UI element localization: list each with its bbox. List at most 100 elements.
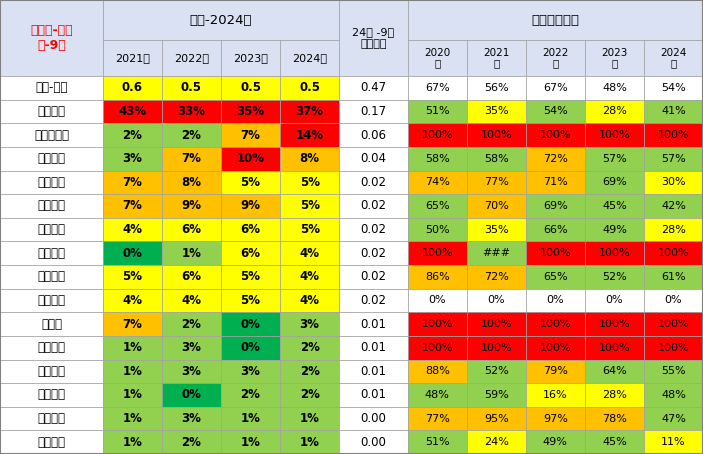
Bar	[0, 147, 103, 171]
Text: 6%: 6%	[181, 223, 202, 236]
Text: 8%: 8%	[181, 176, 202, 189]
Bar	[467, 218, 526, 242]
Text: 1%: 1%	[122, 389, 142, 401]
Bar	[103, 289, 162, 312]
Text: 100%: 100%	[421, 248, 453, 258]
Text: 1%: 1%	[240, 412, 261, 425]
Text: 2023
年: 2023 年	[601, 48, 628, 68]
Bar	[526, 336, 585, 360]
Bar	[0, 123, 103, 147]
Bar	[585, 147, 644, 171]
Bar	[526, 430, 585, 454]
Text: 8%: 8%	[299, 152, 320, 165]
Bar	[0, 289, 103, 312]
Bar	[339, 336, 408, 360]
Bar	[0, 194, 103, 218]
Bar	[162, 430, 221, 454]
Bar	[221, 265, 280, 289]
Text: 65%: 65%	[425, 201, 449, 211]
Bar	[0, 99, 103, 123]
Bar	[526, 76, 585, 99]
Bar	[221, 242, 280, 265]
Bar	[162, 312, 221, 336]
Text: 58%: 58%	[484, 154, 509, 164]
Text: 47%: 47%	[661, 414, 686, 424]
Bar	[162, 171, 221, 194]
Bar	[162, 407, 221, 430]
Bar	[526, 312, 585, 336]
Text: 48%: 48%	[425, 390, 450, 400]
Text: 0.00: 0.00	[361, 436, 387, 449]
Text: 100%: 100%	[658, 130, 689, 140]
Text: 1%: 1%	[122, 412, 142, 425]
Bar	[585, 265, 644, 289]
Bar	[339, 171, 408, 194]
Text: 2024年: 2024年	[292, 53, 327, 63]
Bar	[162, 383, 221, 407]
Bar	[280, 360, 339, 383]
Bar	[339, 242, 408, 265]
Text: 0.5: 0.5	[181, 81, 202, 94]
Text: 100%: 100%	[480, 343, 512, 353]
Text: 100%: 100%	[598, 130, 630, 140]
Bar	[221, 336, 280, 360]
Text: 5%: 5%	[122, 270, 143, 283]
Text: 100%: 100%	[598, 248, 630, 258]
Text: 48%: 48%	[602, 83, 627, 93]
Bar	[162, 99, 221, 123]
Text: 2%: 2%	[181, 317, 201, 331]
Bar	[221, 171, 280, 194]
Text: 59%: 59%	[484, 390, 509, 400]
Text: 2%: 2%	[299, 365, 320, 378]
Text: 50%: 50%	[425, 225, 449, 235]
Text: 2024
年: 2024 年	[660, 48, 687, 68]
Text: 2020
年: 2020 年	[424, 48, 451, 68]
Text: 24年 -9月
交强险量: 24年 -9月 交强险量	[352, 27, 394, 49]
Bar	[585, 194, 644, 218]
Text: 66%: 66%	[543, 225, 567, 235]
Text: 5%: 5%	[299, 223, 320, 236]
Text: 100%: 100%	[421, 343, 453, 353]
Text: 7%: 7%	[181, 152, 201, 165]
Bar	[644, 171, 703, 194]
Text: 100%: 100%	[658, 343, 689, 353]
Bar	[339, 76, 408, 99]
Text: 95%: 95%	[484, 414, 509, 424]
Bar	[162, 265, 221, 289]
Text: 保险-万台: 保险-万台	[35, 81, 67, 94]
Bar	[280, 40, 339, 76]
Bar	[0, 336, 103, 360]
Text: 16%: 16%	[543, 390, 567, 400]
Bar	[467, 171, 526, 194]
Text: 0.00: 0.00	[361, 412, 387, 425]
Text: 6%: 6%	[240, 247, 261, 260]
Text: 0.02: 0.02	[361, 247, 387, 260]
Bar	[585, 336, 644, 360]
Text: 100%: 100%	[539, 248, 571, 258]
Bar	[408, 383, 467, 407]
Text: 3%: 3%	[181, 341, 201, 354]
Bar	[339, 265, 408, 289]
Text: 11%: 11%	[661, 437, 686, 447]
Bar	[644, 242, 703, 265]
Bar	[644, 194, 703, 218]
Text: 0.01: 0.01	[361, 389, 387, 401]
Bar	[585, 242, 644, 265]
Text: 5%: 5%	[240, 294, 261, 307]
Text: 3%: 3%	[122, 152, 142, 165]
Bar	[221, 407, 280, 430]
Text: 74%: 74%	[425, 178, 450, 188]
Text: 0.02: 0.02	[361, 270, 387, 283]
Bar	[339, 147, 408, 171]
Bar	[339, 360, 408, 383]
Bar	[526, 171, 585, 194]
Bar	[103, 312, 162, 336]
Bar	[585, 99, 644, 123]
Bar	[644, 289, 703, 312]
Text: 86%: 86%	[425, 272, 450, 282]
Bar	[585, 171, 644, 194]
Bar	[644, 430, 703, 454]
Bar	[644, 407, 703, 430]
Text: 0.02: 0.02	[361, 294, 387, 307]
Text: 43%: 43%	[118, 105, 146, 118]
